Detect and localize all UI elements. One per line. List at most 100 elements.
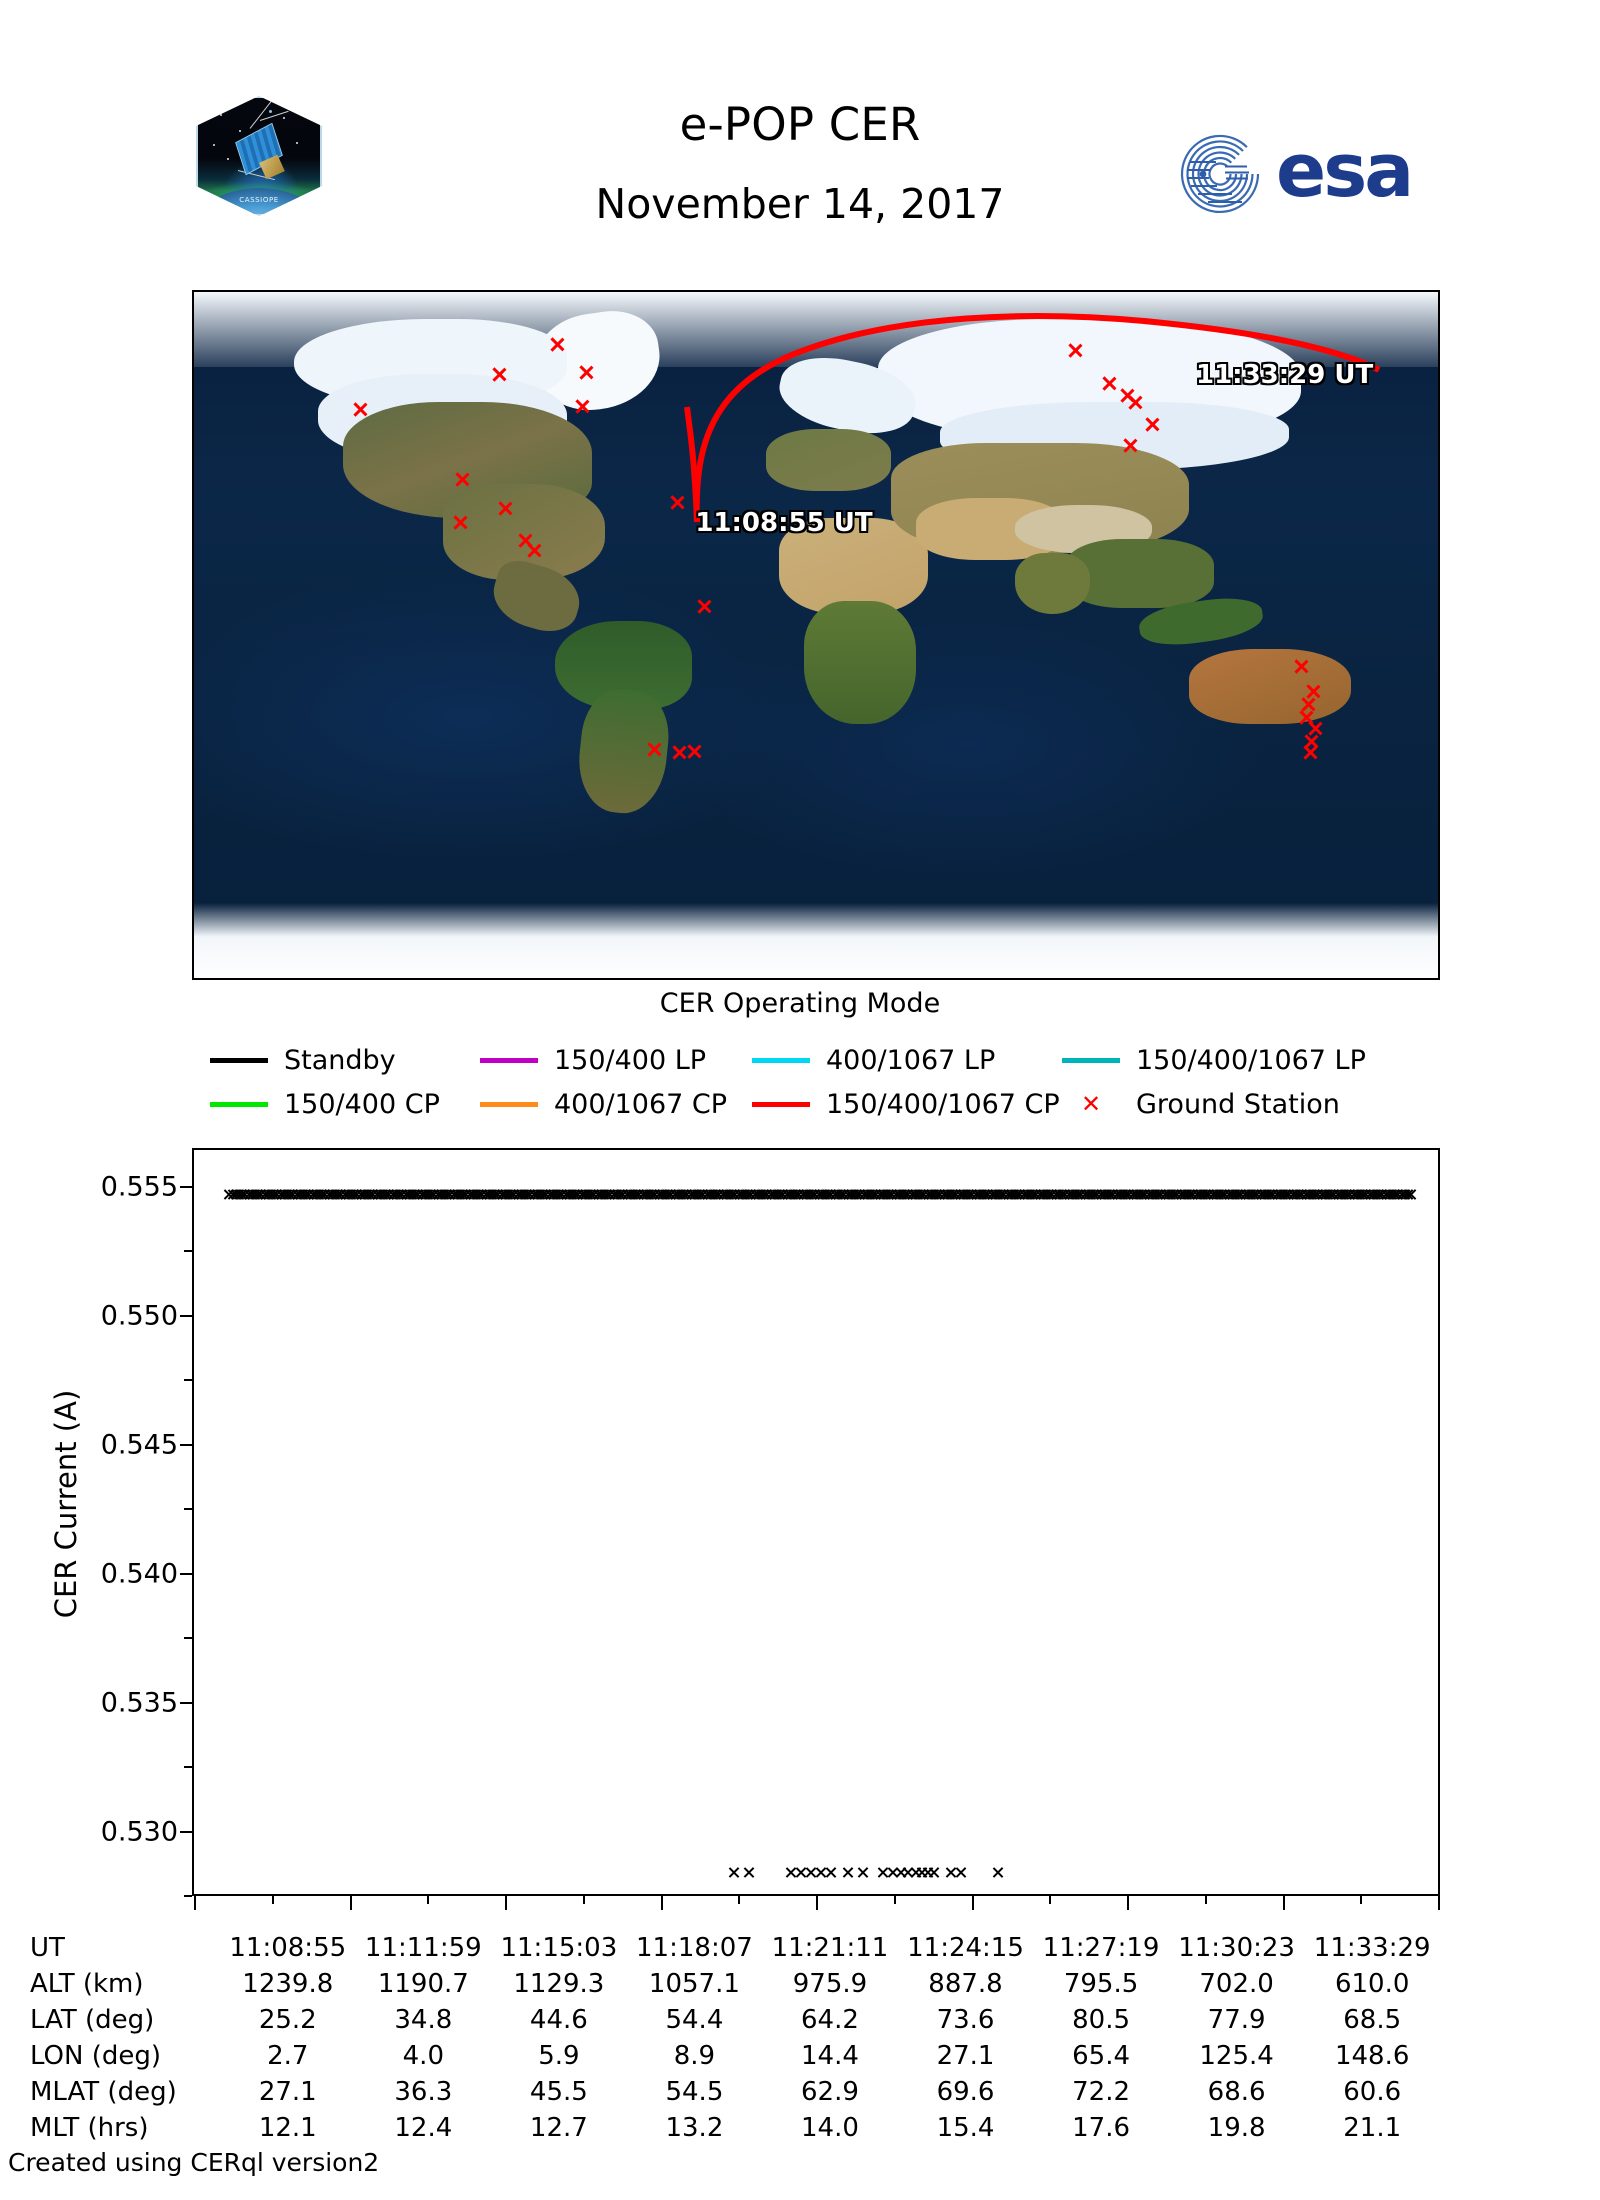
ground-station-marker	[669, 494, 686, 511]
table-cell: 11:33:29	[1313, 1933, 1431, 1963]
ground-station-marker	[1144, 416, 1161, 433]
table-cell: 68.5	[1343, 2005, 1402, 2035]
legend-item-150-400-cp[interactable]: 150/400 CP	[210, 1089, 480, 1120]
table-cell: 1190.7	[377, 1969, 469, 1999]
table-cell: 11:18:07	[636, 1933, 753, 1963]
table-cell: 62.9	[801, 2077, 859, 2107]
x-major-tick	[816, 1896, 818, 1910]
y-axis-minor-ticks	[184, 1148, 194, 1897]
y-tick-label: 0.540	[100, 1558, 178, 1590]
x-major-tick	[349, 1896, 352, 1910]
ephemeris-table: UT 11:08:55 11:11:59 11:15:03 11:18:07 11:21:…	[30, 1930, 1440, 2146]
x-major-tick	[1127, 1896, 1129, 1910]
ephemeris-table-wrap: UT 11:08:55 11:11:59 11:15:03 11:18:07 11:21:…	[30, 1930, 1590, 2146]
table-cell: 148.6	[1334, 2041, 1410, 2071]
legend-swatch-standby	[210, 1057, 268, 1063]
data-point-marker	[742, 1866, 755, 1879]
y-major-tick	[180, 1830, 194, 1833]
y-axis-tick-labels: 0.530 0.535 0.540 0.545 0.550 0.555	[40, 1148, 178, 1896]
table-cell: 12.7	[529, 2113, 588, 2143]
legend-label-400-1067-lp: 400/1067 LP	[826, 1044, 996, 1076]
page-title: e-POP CER	[679, 98, 921, 151]
table-cell: 77.9	[1207, 2005, 1266, 2035]
legend-item-ground-station[interactable]: ✕ Ground Station	[1062, 1089, 1340, 1120]
legend-item-400-1067-cp[interactable]: 400/1067 CP	[480, 1089, 752, 1120]
table-row: MLT (hrs) 12.1 12.4 12.7 13.2 14.0 15.4 17.6 19.…	[30, 2110, 1440, 2146]
legend-swatch-150-400-1067-cp	[752, 1101, 810, 1107]
x-major-tick	[194, 1896, 196, 1910]
legend-swatch-150-400-lp	[480, 1057, 538, 1063]
ground-station-marker	[549, 336, 566, 353]
ground-station-marker	[453, 471, 470, 488]
x-minor-tick	[582, 1896, 585, 1904]
legend-swatch-400-1067-lp	[752, 1057, 810, 1063]
legend-item-400-1067-lp[interactable]: 400/1067 LP	[752, 1045, 1062, 1076]
table-cell: 15.4	[936, 2113, 995, 2143]
table-row: LON (deg) 2.7 4.0 5.9 8.9 14.4 27.1 65.4 125.4 14…	[30, 2038, 1440, 2074]
ground-station-marker	[578, 364, 595, 381]
table-cell: 72.2	[1072, 2077, 1130, 2107]
ground-station-marker	[686, 743, 703, 760]
ground-station-marker	[1293, 658, 1310, 675]
legend-swatch-150-400-cp	[210, 1101, 268, 1107]
legend-item-standby[interactable]: Standby	[210, 1045, 480, 1076]
data-point-marker	[842, 1866, 855, 1879]
table-cell: 11:15:03	[500, 1933, 618, 1963]
x-minor-tick	[738, 1896, 741, 1904]
esa-wordmark: esa	[1276, 128, 1414, 214]
table-cell: 73.6	[936, 2005, 995, 2035]
table-cell: 65.4	[1072, 2041, 1130, 2071]
legend-label-150-400-1067-lp: 150/400/1067 LP	[1136, 1044, 1366, 1076]
legend-item-150-400-1067-lp[interactable]: 150/400/1067 LP	[1062, 1045, 1366, 1076]
esa-logo: esa	[1178, 128, 1474, 216]
track-start-timestamp: 11:08:55 UT	[695, 508, 873, 539]
y-tick-label: 0.550	[100, 1300, 178, 1332]
data-point-marker	[857, 1866, 870, 1879]
legend: Standby 150/400 LP 400/1067 LP 150/400/1…	[210, 1038, 1410, 1126]
legend-label-150-400-cp: 150/400 CP	[284, 1088, 440, 1120]
cassiope-mission-logo: CASSIOPE	[196, 96, 322, 216]
table-cell: 54.5	[665, 2077, 724, 2107]
cer-current-plot[interactable]	[192, 1148, 1440, 1896]
table-cell: 1057.1	[648, 1969, 740, 1999]
y-minor-tick	[184, 1637, 192, 1640]
legend-label-150-400-lp: 150/400 LP	[554, 1044, 707, 1076]
legend-title: CER Operating Mode	[659, 988, 941, 1019]
legend-row-2: 150/400 CP 400/1067 CP 150/400/1067 CP ✕…	[210, 1082, 1410, 1126]
table-cell: 5.9	[538, 2041, 580, 2071]
ground-station-marker	[497, 500, 514, 517]
table-row: UT 11:08:55 11:11:59 11:15:03 11:18:07 11:21:…	[30, 1930, 1440, 1966]
y-minor-tick	[184, 1379, 192, 1382]
table-cell: 8.9	[673, 2041, 716, 2071]
ground-station-marker	[526, 542, 543, 559]
table-cell: 11:08:55	[229, 1933, 347, 1963]
ground-station-marker	[1302, 744, 1319, 761]
table-cell: 68.6	[1207, 2077, 1266, 2107]
table-row-label: UT	[30, 1933, 65, 1963]
table-cell: 44.6	[529, 2005, 588, 2035]
y-tick-label: 0.555	[100, 1171, 178, 1203]
table-cell: 80.5	[1072, 2005, 1130, 2035]
legend-item-150-400-lp[interactable]: 150/400 LP	[480, 1045, 752, 1076]
table-cell: 610.0	[1334, 1969, 1410, 1999]
orbit-ground-track	[684, 313, 1381, 523]
y-tick-label: 0.545	[100, 1429, 178, 1461]
ground-station-marker	[1121, 437, 1138, 454]
table-cell: 1239.8	[242, 1969, 334, 1999]
table-cell: 11:11:59	[364, 1933, 482, 1963]
legend-label-150-400-1067-cp: 150/400/1067 CP	[826, 1088, 1060, 1120]
y-tick-label: 0.530	[100, 1816, 178, 1848]
table-cell: 17.6	[1072, 2113, 1130, 2143]
world-map-panel: 11:08:55 UT	[192, 290, 1440, 980]
table-row: MLAT (deg) 27.1 36.3 45.5 54.5 62.9 69.6 72.2 68…	[30, 2074, 1440, 2110]
esa-swirl-icon	[1180, 134, 1260, 214]
legend-swatch-ground-station-x-icon: ✕	[1080, 1090, 1102, 1118]
ground-station-marker	[646, 741, 663, 758]
y-minor-tick	[184, 1766, 192, 1769]
table-cell: 12.4	[394, 2113, 453, 2143]
legend-swatch-150-400-1067-lp	[1062, 1057, 1120, 1063]
table-cell: 14.0	[801, 2113, 859, 2143]
ground-station-marker	[1126, 394, 1143, 411]
legend-item-150-400-1067-cp[interactable]: 150/400/1067 CP	[752, 1089, 1062, 1120]
